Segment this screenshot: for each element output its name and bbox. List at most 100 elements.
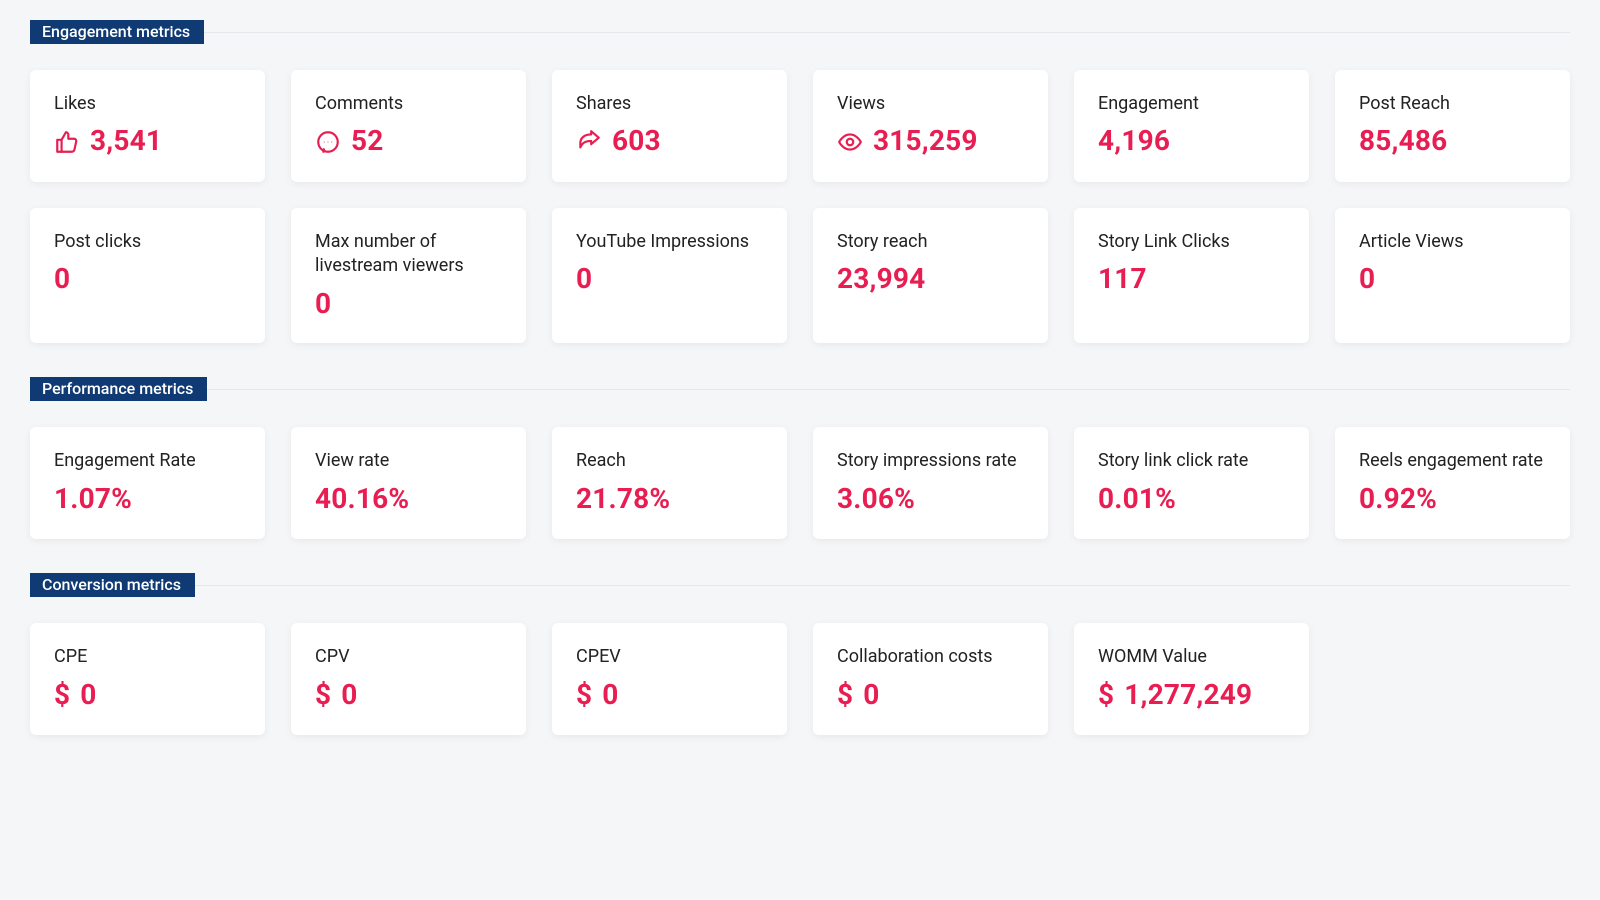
section-header: Engagement metrics <box>30 20 1570 44</box>
metric-label: View rate <box>315 449 502 473</box>
metric-card: CPE $0 <box>30 623 265 735</box>
metric-card: Reels engagement rate 0.92% <box>1335 427 1570 539</box>
metric-value: 117 <box>1098 264 1147 295</box>
metric-card: Story reach 23,994 <box>813 208 1048 343</box>
metric-value: 21.78% <box>576 484 670 515</box>
metric-card: Story impressions rate 3.06% <box>813 427 1048 539</box>
section-title: Engagement metrics <box>30 20 204 44</box>
section-header: Conversion metrics <box>30 573 1570 597</box>
metric-value: 0 <box>315 289 331 320</box>
section-header: Performance metrics <box>30 377 1570 401</box>
metric-card: Max number of livestream viewers 0 <box>291 208 526 343</box>
metric-value-row: 315,259 <box>837 126 1024 157</box>
metric-value-row: $0 <box>576 680 763 711</box>
metric-value-row: 3.06% <box>837 484 1024 515</box>
metric-card: Post Reach 85,486 <box>1335 70 1570 182</box>
metric-value-row: $0 <box>837 680 1024 711</box>
metric-value: 52 <box>351 126 384 157</box>
metric-card: CPEV $0 <box>552 623 787 735</box>
metric-label: CPV <box>315 645 502 669</box>
metric-card: Engagement 4,196 <box>1074 70 1309 182</box>
metric-card: Likes 3,541 <box>30 70 265 182</box>
metric-label: Reach <box>576 449 763 473</box>
metric-value: 0 <box>863 680 879 711</box>
metric-value-row: $0 <box>54 680 241 711</box>
metric-value-row: 1.07% <box>54 484 241 515</box>
section-title: Performance metrics <box>30 377 207 401</box>
metric-card: Collaboration costs $0 <box>813 623 1048 735</box>
metric-value: 0 <box>80 680 96 711</box>
conversion-section: Conversion metrics CPE$0CPV$0CPEV$0Colla… <box>30 573 1570 735</box>
metric-card: View rate 40.16% <box>291 427 526 539</box>
metric-value: 3,541 <box>90 126 162 157</box>
metric-label: CPE <box>54 645 241 669</box>
metric-value: 0 <box>341 680 357 711</box>
engagement-section: Engagement metrics Likes 3,541 Comments 5… <box>30 20 1570 343</box>
metric-value-row: 0.92% <box>1359 484 1546 515</box>
currency-prefix: $ <box>315 680 331 711</box>
metric-card: WOMM Value $1,277,249 <box>1074 623 1309 735</box>
metric-label: Story reach <box>837 230 1024 254</box>
metric-label: WOMM Value <box>1098 645 1285 669</box>
metric-card: Story link click rate 0.01% <box>1074 427 1309 539</box>
eye-icon <box>837 129 863 155</box>
metric-value-row: 3,541 <box>54 126 241 157</box>
metric-value: 0.01% <box>1098 484 1176 515</box>
metric-card: Post clicks 0 <box>30 208 265 343</box>
metric-label: Post Reach <box>1359 92 1546 116</box>
metric-value-row: 85,486 <box>1359 126 1546 157</box>
currency-prefix: $ <box>837 680 853 711</box>
metric-value: 23,994 <box>837 264 925 295</box>
metric-value: 315,259 <box>873 126 978 157</box>
metric-value-row: 52 <box>315 126 502 157</box>
currency-prefix: $ <box>54 680 70 711</box>
metric-value: 1.07% <box>54 484 132 515</box>
metric-label: Story impressions rate <box>837 449 1024 473</box>
metric-value-row: $0 <box>315 680 502 711</box>
metric-label: Post clicks <box>54 230 241 254</box>
metric-label: Views <box>837 92 1024 116</box>
metric-value: 0 <box>1359 264 1375 295</box>
metric-label: Reels engagement rate <box>1359 449 1546 473</box>
metric-card: Shares 603 <box>552 70 787 182</box>
metric-label: Max number of livestream viewers <box>315 230 502 279</box>
metric-value-row: $1,277,249 <box>1098 680 1285 711</box>
metric-value-row: 0 <box>315 289 502 320</box>
share-icon <box>576 129 602 155</box>
conversion-grid: CPE $0 CPV $0 CPEV $0 Collaboration costs $0 WOM… <box>30 623 1570 735</box>
metric-value-row: 23,994 <box>837 264 1024 295</box>
metric-card: YouTube Impressions 0 <box>552 208 787 343</box>
thumbs-up-icon <box>54 129 80 155</box>
performance-grid: Engagement Rate1.07% View rate 40.16% Reach… <box>30 427 1570 539</box>
section-title: Conversion metrics <box>30 573 195 597</box>
metric-value-row: 603 <box>576 126 763 157</box>
metric-card: Engagement Rate1.07% <box>30 427 265 539</box>
metric-value-row: 0.01% <box>1098 484 1285 515</box>
metric-value: 4,196 <box>1098 126 1170 157</box>
metric-value: 0 <box>54 264 70 295</box>
metric-value: 3.06% <box>837 484 915 515</box>
performance-section: Performance metrics Engagement Rate1.07%… <box>30 377 1570 539</box>
metric-value: 0 <box>576 264 592 295</box>
metric-label: Likes <box>54 92 241 116</box>
metric-card: Reach 21.78% <box>552 427 787 539</box>
metric-label: CPEV <box>576 645 763 669</box>
metric-value: 85,486 <box>1359 126 1447 157</box>
metric-value: 603 <box>612 126 661 157</box>
metric-label: Collaboration costs <box>837 645 1024 669</box>
metric-value-row: 0 <box>54 264 241 295</box>
metric-value-row: 40.16% <box>315 484 502 515</box>
currency-prefix: $ <box>1098 680 1114 711</box>
metric-card: Views 315,259 <box>813 70 1048 182</box>
engagement-grid: Likes 3,541Comments 52Shares 603Views 31… <box>30 70 1570 343</box>
metric-value-row: 0 <box>1359 264 1546 295</box>
metric-label: Comments <box>315 92 502 116</box>
metric-card: Story Link Clicks117 <box>1074 208 1309 343</box>
metric-value: 0 <box>602 680 618 711</box>
metric-label: Engagement <box>1098 92 1285 116</box>
metric-label: Story link click rate <box>1098 449 1285 473</box>
metric-label: Shares <box>576 92 763 116</box>
currency-prefix: $ <box>576 680 592 711</box>
metric-label: YouTube Impressions <box>576 230 763 254</box>
metrics-dashboard: Engagement metrics Likes 3,541 Comments 5… <box>0 0 1600 775</box>
